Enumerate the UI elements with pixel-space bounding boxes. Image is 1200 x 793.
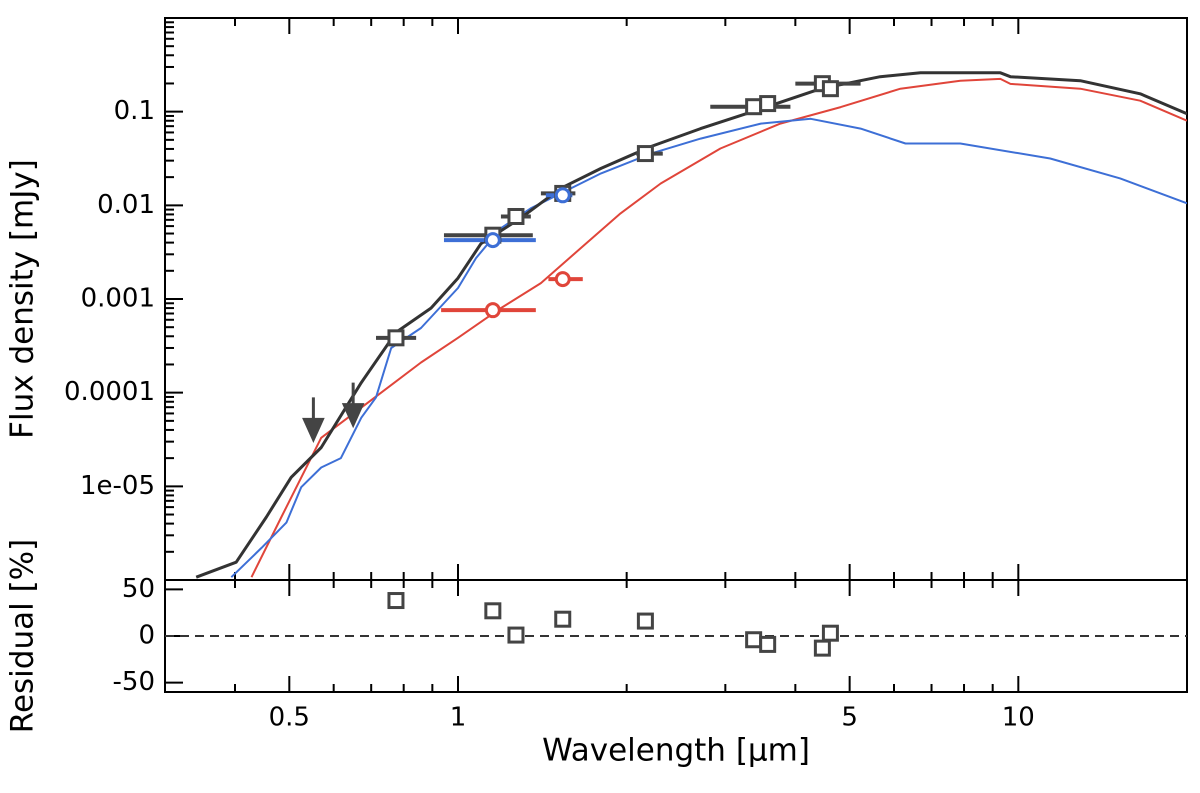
photometry-point [636,145,654,163]
residual-axis-label: Residual [%] [5,539,41,733]
y-tick-label: 0.0001 [64,377,155,407]
photometry-point [821,80,839,98]
photometry-point [745,98,763,116]
y-axis-label: Flux density [mJy] [5,159,41,439]
residual-point [813,639,831,657]
photometry-point [554,187,571,204]
y-tick-label: 1e-05 [80,471,155,501]
y-tick-label: 0 [138,621,155,651]
x-tick-label: 0.5 [269,703,310,733]
plot-area [195,71,1187,579]
model-line [195,71,1187,579]
residual-point [507,626,525,644]
residual-point [554,610,572,628]
y-tick-label: 50 [122,574,155,604]
y-tick-label: 0.001 [81,284,155,314]
photometry-point [554,271,571,288]
residual-point [759,635,777,653]
x-tick-label: 5 [841,703,858,733]
x-axis-label: Wavelength [μm] [542,733,810,769]
model-line [230,117,1187,578]
x-tick-label: 1 [450,703,467,733]
residual-point [387,592,405,610]
photometry-point [484,302,501,319]
y-tick-label: 0.1 [114,96,155,126]
y-tick-label: -50 [113,667,155,697]
upper-limit [302,397,325,444]
photometry-point [507,207,525,225]
residual-point [745,631,763,649]
upper-limit [341,382,365,429]
model-line [250,77,1187,578]
x-tick-label: 10 [1002,703,1035,733]
residual-point [821,624,839,642]
residual-point [636,612,654,630]
y-tick-label: 0.01 [97,190,155,220]
residual-point [484,602,502,620]
plot-frame [164,17,1188,581]
photometry-point [759,95,777,113]
photometry-point [387,329,405,347]
photometry-point [484,232,501,249]
